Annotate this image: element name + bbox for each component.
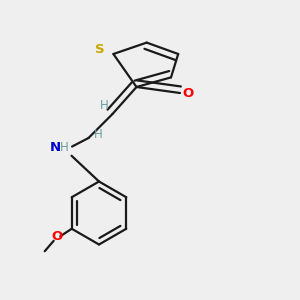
Text: N: N (50, 141, 61, 154)
Text: O: O (183, 86, 194, 100)
Text: S: S (95, 43, 105, 56)
Text: H: H (94, 128, 103, 142)
Text: H: H (100, 99, 109, 112)
Text: O: O (52, 230, 63, 243)
Text: H: H (59, 141, 68, 154)
